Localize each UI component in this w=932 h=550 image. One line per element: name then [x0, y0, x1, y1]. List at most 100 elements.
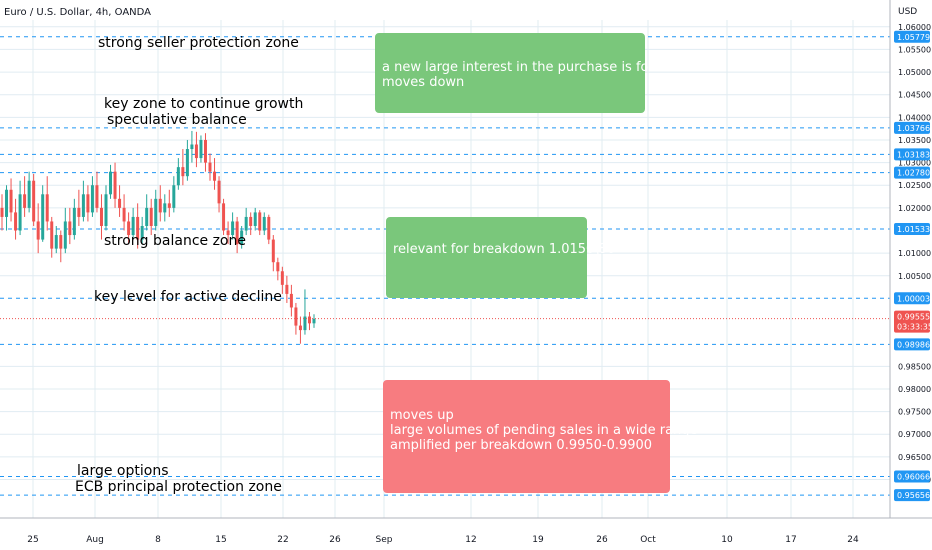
candle[interactable]	[95, 171, 99, 213]
candles[interactable]	[0, 130, 316, 344]
candle[interactable]	[136, 203, 140, 249]
price-axis[interactable]: 1.06000 1.05500 1.05000 1.04500 1.04000 1.035…	[889, 0, 932, 518]
candle[interactable]	[90, 176, 94, 217]
candle-body	[158, 198, 162, 213]
price-tick-label: 1.04000	[898, 113, 931, 122]
candle[interactable]	[154, 189, 158, 231]
candle[interactable]	[32, 173, 36, 226]
candle[interactable]	[158, 185, 162, 222]
candle[interactable]	[140, 216, 144, 245]
candle[interactable]	[72, 198, 76, 240]
candle[interactable]	[5, 185, 9, 231]
current-price-value: 0.99555	[897, 313, 930, 322]
growth-zone-label: key zone to continue growth	[104, 96, 304, 113]
candle[interactable]	[50, 216, 54, 258]
candle[interactable]	[217, 176, 221, 213]
ecb-zone-label: ECB principal protection zone	[75, 479, 282, 496]
candle[interactable]	[181, 149, 185, 186]
candle[interactable]	[203, 133, 207, 172]
candle[interactable]	[172, 176, 176, 213]
candle-body	[104, 194, 108, 226]
candle[interactable]	[240, 225, 244, 249]
candle[interactable]	[118, 185, 122, 217]
candle[interactable]	[312, 314, 316, 328]
candle[interactable]	[54, 225, 58, 254]
level-price-label: 1.05779	[897, 33, 930, 42]
price-tick-label: 1.05000	[898, 68, 931, 77]
candle[interactable]	[258, 210, 262, 236]
level-price-label: 1.01533	[897, 225, 930, 234]
candle-body	[131, 216, 135, 236]
candle[interactable]	[276, 257, 280, 281]
candle[interactable]	[127, 212, 131, 245]
candle[interactable]	[45, 176, 49, 231]
candle[interactable]	[267, 214, 271, 245]
candle[interactable]	[303, 289, 307, 335]
candle[interactable]	[122, 194, 126, 231]
level-price-label: 0.95656	[897, 491, 930, 500]
candle[interactable]	[280, 266, 284, 294]
candle[interactable]	[244, 207, 248, 236]
candle[interactable]	[86, 185, 90, 222]
candle[interactable]	[285, 275, 289, 303]
candle-body	[213, 171, 217, 181]
candle-body	[231, 221, 235, 236]
candle[interactable]	[235, 216, 239, 254]
candle[interactable]	[289, 284, 293, 317]
candle[interactable]	[23, 176, 27, 217]
candle-body	[240, 230, 244, 245]
candle[interactable]	[99, 194, 103, 240]
candle[interactable]	[167, 189, 171, 217]
symbol-header[interactable]: Euro / U.S. Dollar, 4h, OANDA	[4, 7, 152, 18]
candle[interactable]	[249, 212, 253, 236]
candle[interactable]	[27, 171, 31, 213]
candle[interactable]	[77, 189, 81, 226]
candle[interactable]	[208, 153, 212, 181]
candle[interactable]	[199, 135, 203, 163]
candle[interactable]	[113, 162, 117, 208]
candle[interactable]	[0, 194, 4, 231]
candle-body	[203, 139, 207, 163]
candle[interactable]	[262, 212, 266, 236]
breakdown-note[interactable]: relevant for breakdown 1.0150\80	[386, 217, 615, 298]
candle[interactable]	[36, 203, 40, 254]
candle[interactable]	[307, 312, 311, 331]
candle[interactable]	[222, 198, 226, 236]
candle[interactable]	[145, 194, 149, 231]
candle[interactable]	[294, 302, 298, 335]
balance-zone-label: strong balance zone	[104, 233, 246, 250]
candle[interactable]	[149, 198, 153, 236]
candle[interactable]	[131, 207, 135, 240]
candle[interactable]	[68, 207, 72, 245]
time-axis[interactable]: 25 Aug 8 15 22 26 Sep 12 19 26 Oct 10 17 24	[0, 517, 932, 545]
candle[interactable]	[163, 194, 167, 222]
options-label: large options	[77, 462, 169, 479]
candle[interactable]	[41, 185, 45, 242]
candle[interactable]	[63, 207, 67, 254]
candle[interactable]	[104, 185, 108, 231]
candle[interactable]	[226, 221, 230, 245]
candle-body	[194, 144, 198, 159]
candle[interactable]	[231, 212, 235, 240]
candle[interactable]	[14, 198, 18, 240]
pending-sales-note[interactable]: moves up large volumes of pending sales …	[383, 380, 698, 493]
price-tick-label: 1.02500	[898, 181, 931, 190]
candle[interactable]	[9, 178, 13, 222]
candle-body	[41, 194, 45, 240]
time-tick-label: 19	[532, 535, 544, 545]
candle[interactable]	[298, 316, 302, 344]
candle[interactable]	[176, 158, 180, 190]
candle[interactable]	[253, 207, 257, 231]
candle[interactable]	[194, 131, 198, 168]
candle[interactable]	[18, 180, 22, 236]
candle[interactable]	[190, 130, 194, 163]
candle-body	[285, 284, 289, 294]
candle[interactable]	[109, 164, 113, 199]
candle[interactable]	[81, 180, 85, 222]
candle[interactable]	[213, 158, 217, 190]
candle[interactable]	[185, 139, 189, 181]
buy-interest-note[interactable]: a new large interest in the purchase is …	[375, 33, 683, 113]
speculative-label: speculative balance	[107, 111, 247, 128]
candle[interactable]	[271, 235, 275, 272]
candle[interactable]	[59, 230, 63, 263]
